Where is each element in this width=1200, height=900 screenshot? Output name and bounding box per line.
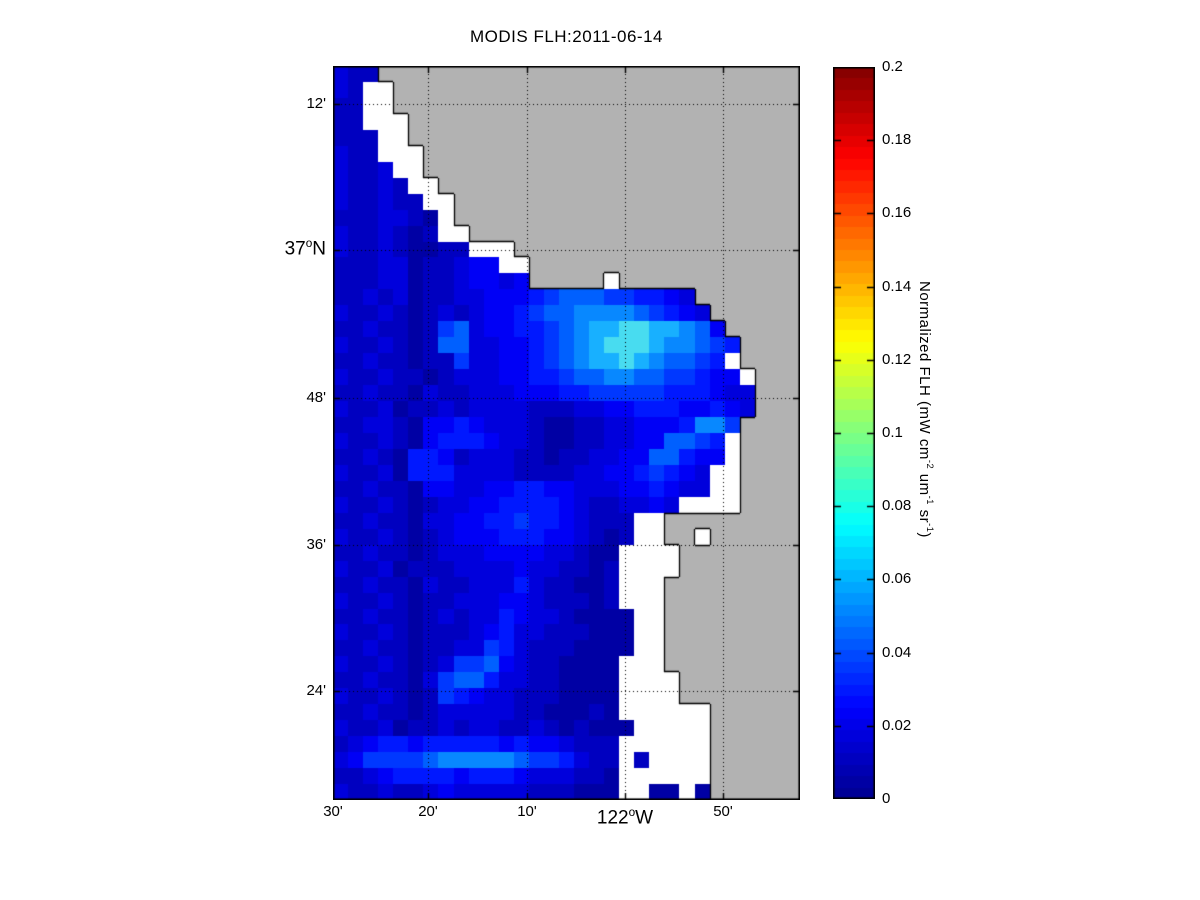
- colorbar-tick-label: 0.14: [882, 277, 912, 295]
- y-tick-label: 48': [306, 388, 326, 406]
- y-axis-degree-label: 37oN: [284, 237, 326, 260]
- x-tick-label: 20': [418, 803, 438, 820]
- colorbar-tick-label: 0.18: [882, 131, 912, 149]
- colorbar-tick-label: 0.16: [882, 204, 912, 222]
- x-axis-degree-label: 122oW: [596, 806, 654, 829]
- map-canvas: [333, 66, 800, 800]
- colorbar-tick-label: 0.08: [882, 497, 912, 515]
- x-tick-label: 50': [713, 803, 733, 820]
- y-tick-label: 12': [306, 95, 326, 113]
- colorbar-tick-label: 0.04: [882, 643, 912, 661]
- chart-title: MODIS FLH:2011-06-14: [470, 27, 663, 46]
- colorbar-canvas: [833, 67, 875, 799]
- y-tick-label: 36': [306, 536, 326, 553]
- x-tick-label: 30': [323, 803, 343, 820]
- colorbar-unit-label: Normalized FLH (mW cm-2 um-1 sr-1): [916, 281, 935, 538]
- colorbar-tick-label: 0.12: [882, 350, 912, 368]
- y-tick-label: 24': [306, 682, 326, 699]
- colorbar-tick-label: 0: [882, 790, 891, 807]
- colorbar-tick-label: 0.1: [882, 424, 903, 441]
- x-tick-label: 10': [517, 803, 537, 820]
- colorbar-tick-label: 0.06: [882, 570, 912, 588]
- colorbar-tick-label: 0.02: [882, 716, 912, 734]
- colorbar-tick-label: 0.2: [882, 58, 903, 75]
